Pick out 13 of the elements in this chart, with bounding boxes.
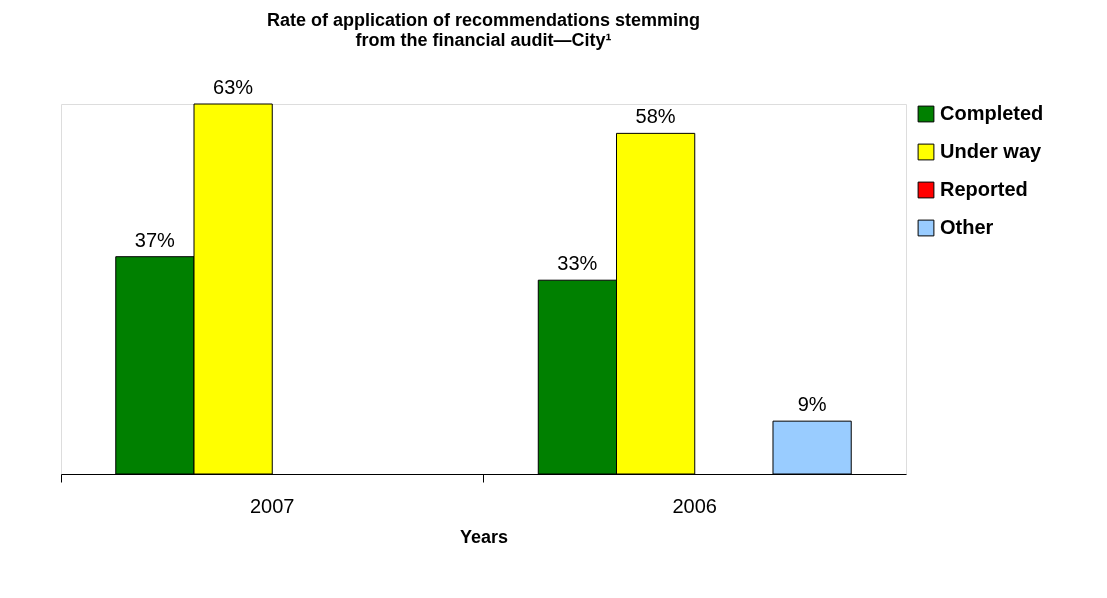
data-label: 58%: [635, 105, 676, 128]
data-label: 37%: [134, 228, 176, 251]
data-label: 33%: [557, 252, 598, 275]
data-label: 9%: [797, 393, 827, 416]
x-axis-title: Years: [459, 526, 509, 547]
legend-label: Under way: [940, 140, 1043, 162]
x-tick-label: 2006: [672, 494, 717, 517]
legend-label: Other: [940, 216, 994, 238]
legend-label: Completed: [940, 102, 1044, 124]
chart-title: Rate of application of recommendations stemming from the financial audit—City¹: [266, 10, 701, 50]
legend-label: Reported: [940, 178, 1028, 200]
x-tick-label: 2007: [250, 494, 295, 517]
data-label: 63%: [213, 76, 254, 98]
